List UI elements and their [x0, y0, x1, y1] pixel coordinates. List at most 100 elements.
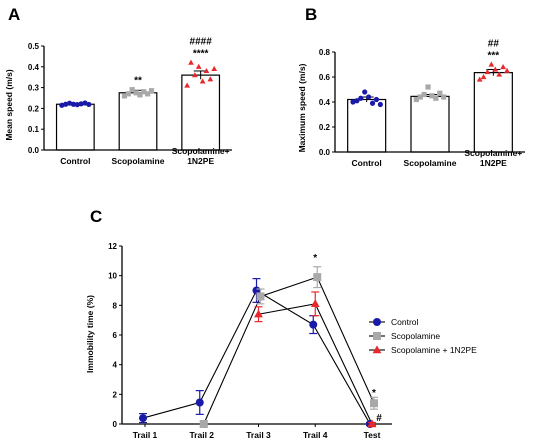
chart-b-ytick-label: 0.6	[319, 73, 331, 82]
chart-b-ytick-label: 0.0	[319, 148, 331, 157]
chart-c-ylabel: Immobility time (%)	[85, 295, 95, 373]
chart-b-category-label: Control	[352, 158, 382, 168]
chart-b-data-point	[377, 101, 383, 108]
chart-c-category-label: Trail 1	[133, 430, 158, 440]
chart-a-data-point	[125, 91, 131, 97]
chart-b-data-point	[492, 66, 499, 72]
chart-a-data-point	[70, 101, 76, 107]
chart-b-data-point	[358, 95, 364, 101]
chart-a-data-point	[195, 63, 202, 69]
chart-c-legend-marker	[372, 345, 382, 354]
chart-c-significance: *	[313, 253, 317, 264]
chart-c-category-label: Test	[364, 430, 381, 440]
chart-a-data-point	[137, 92, 143, 98]
chart-b-ytick-label: 0.4	[319, 98, 331, 107]
chart-a-data-point	[78, 101, 84, 107]
chart-c-ytick-label: 2	[113, 390, 118, 399]
chart-a-bar	[55, 103, 95, 151]
chart-a-category-label: Scopolamine+ 1N2PE	[172, 146, 230, 166]
chart-b-data-point	[413, 96, 419, 103]
chart-a-data-point	[145, 91, 151, 97]
chart-c-legend-label: Scopolamine	[391, 331, 440, 341]
chart-a-bar	[118, 92, 158, 151]
chart-c-legend-label: Scopolamine + 1N2PE	[391, 345, 477, 355]
chart-c-data-point	[256, 292, 265, 301]
chart-c-data-point	[310, 299, 320, 308]
chart-c-series-line-1	[203, 276, 375, 425]
chart-a-data-point	[203, 67, 210, 74]
chart-c-data-point	[254, 309, 263, 318]
chart-b-data-point	[369, 100, 376, 106]
chart-a-data-point	[199, 78, 206, 84]
chart-c-ytick-label: 4	[113, 361, 118, 370]
chart-b-ylabel: Maximum speed (m/s)	[297, 63, 307, 152]
chart-b-data-point	[354, 98, 360, 104]
chart-a-data-point	[188, 59, 194, 65]
chart-c-legend-marker	[373, 318, 381, 326]
chart-b-data-point	[373, 96, 380, 103]
chart-b-bar	[473, 72, 513, 153]
chart-b-data-point	[425, 84, 431, 90]
chart-b-category-label: Scopolamine+ 1N2PE	[464, 148, 522, 168]
chart-b-data-point	[433, 95, 439, 101]
chart-b-ytick-label: 0.2	[319, 123, 331, 132]
chart-b-data-point	[362, 89, 368, 95]
chart-a-data-point	[184, 82, 190, 88]
panel-letter-a: A	[8, 5, 20, 24]
chart-a-data-point	[192, 72, 198, 78]
chart-c-data-point	[367, 419, 377, 428]
chart-c: 0 2 4 6 8 10 12 Trail 1 Trail 2 Trail 3 Trail 4 Tes…	[108, 242, 477, 440]
chart-a-category-label: Control	[60, 156, 90, 166]
chart-c-data-point	[309, 320, 318, 329]
chart-a-data-point	[129, 87, 135, 93]
chart-a-ytick-label: 0.1	[28, 125, 40, 134]
chart-c-ytick-label: 8	[113, 301, 118, 310]
chart-c-series-line-0	[142, 289, 371, 425]
chart-b-data-point	[504, 67, 510, 73]
chart-a-ylabel: Mean speed (m/s)	[4, 69, 14, 140]
chart-a-category-label: Scopolamine	[112, 156, 165, 166]
chart-a-significance: #### ****	[190, 37, 213, 60]
chart-c-category-label: Trail 4	[303, 430, 328, 440]
chart-c-significance: *	[372, 388, 376, 399]
chart-c-data-point	[199, 420, 208, 428]
chart-b-bar	[410, 95, 450, 153]
chart-b-data-point	[500, 64, 506, 70]
chart-b-data-point	[480, 74, 487, 80]
chart-a-ytick-label: 0.3	[28, 84, 40, 93]
chart-c-category-label: Trail 2	[189, 430, 214, 440]
chart-a-data-point	[148, 88, 155, 94]
chart-b-data-point	[417, 94, 423, 100]
chart-b-category-label: Scopolamine	[404, 158, 457, 168]
chart-a-data-point	[133, 90, 139, 96]
chart-c-ytick-label: 0	[113, 420, 118, 429]
chart-c-category-label: Trail 3	[246, 430, 271, 440]
chart-a-data-point	[74, 102, 80, 108]
chart-b-data-point	[350, 99, 356, 105]
chart-b-data-point	[421, 91, 427, 98]
chart-c-legend-label: Control	[391, 317, 419, 327]
chart-c-significance: #	[376, 413, 382, 424]
chart-c-ytick-label: 10	[108, 272, 117, 281]
chart-c-data-point	[195, 398, 204, 407]
chart-b-significance: ## ***	[487, 39, 499, 62]
chart-c-data-point	[370, 399, 378, 408]
chart-b-data-point	[484, 69, 491, 75]
chart-b: 0.0 0.2 0.4 0.6 0.8 Control Scopolamine Scopola…	[319, 39, 525, 168]
chart-a-data-point	[211, 65, 218, 71]
panel-letter-c: C	[90, 207, 102, 226]
chart-a-data-point	[86, 101, 92, 108]
chart-c-data-point	[139, 414, 147, 423]
chart-b-data-point	[476, 76, 483, 82]
chart-a-ytick-label: 0.2	[28, 104, 40, 113]
chart-b-data-point	[437, 90, 443, 96]
chart-a-ytick-label: 0.0	[28, 146, 40, 155]
chart-b-bar	[347, 98, 387, 153]
chart-a-data-point	[141, 89, 147, 95]
chart-a-significance: **	[134, 76, 142, 87]
chart-a: 0.0 0.1 0.2 0.3 0.4 0.5 Control Scopolamine ** Sc…	[28, 37, 232, 166]
chart-a-ytick-label: 0.4	[28, 63, 40, 72]
panel-letter-b: B	[305, 5, 317, 24]
chart-a-data-point	[121, 93, 128, 99]
